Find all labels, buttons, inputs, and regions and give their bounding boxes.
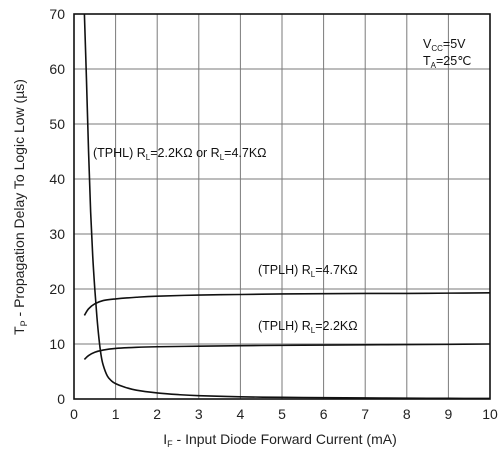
x-tick-label: 2 [153, 406, 161, 422]
series-label-tplh-2-2k: (TPLH) RL=2.2KΩ [258, 319, 358, 335]
x-axis-title: IF - Input Diode Forward Current (mA) [163, 431, 396, 449]
y-tick-labels: 0 10 20 30 40 50 60 70 [49, 6, 65, 407]
y-tick-label: 40 [49, 171, 65, 187]
x-tick-labels: 0 1 2 3 4 5 6 7 8 9 10 [70, 406, 498, 422]
series-label-tplh-4-7k: (TPLH) RL=4.7KΩ [258, 263, 358, 279]
x-tick-label: 6 [320, 406, 328, 422]
grid [74, 14, 490, 399]
condition-vcc: VCC=5V [423, 37, 466, 53]
x-tick-label: 4 [237, 406, 245, 422]
x-tick-label: 7 [361, 406, 369, 422]
series-line-tplh-4-7k [83, 292, 491, 316]
curves [83, 13, 491, 400]
x-tick-label: 5 [278, 406, 286, 422]
x-tick-label: 3 [195, 406, 203, 422]
x-tick-label: 0 [70, 406, 78, 422]
series-line-tplh-2-2k [83, 343, 491, 360]
x-tick-label: 10 [482, 406, 498, 422]
x-tick-label: 8 [403, 406, 411, 422]
series-label-tphl: (TPHL) RL=2.2KΩ or RL=4.7KΩ [93, 146, 267, 162]
series-line-tphl [83, 13, 491, 400]
y-tick-label: 60 [49, 61, 65, 77]
condition-ta: TA=25℃ [423, 54, 471, 70]
y-tick-label: 50 [49, 116, 65, 132]
y-tick-label: 0 [57, 391, 65, 407]
plot-frame [73, 13, 491, 400]
y-tick-label: 30 [49, 226, 65, 242]
x-tick-label: 1 [112, 406, 120, 422]
y-tick-label: 10 [49, 336, 65, 352]
y-tick-label: 70 [49, 6, 65, 22]
x-tick-label: 9 [445, 406, 453, 422]
y-tick-label: 20 [49, 281, 65, 297]
y-axis-title: TP - Propagation Delay To Logic Low (µs) [11, 79, 29, 335]
